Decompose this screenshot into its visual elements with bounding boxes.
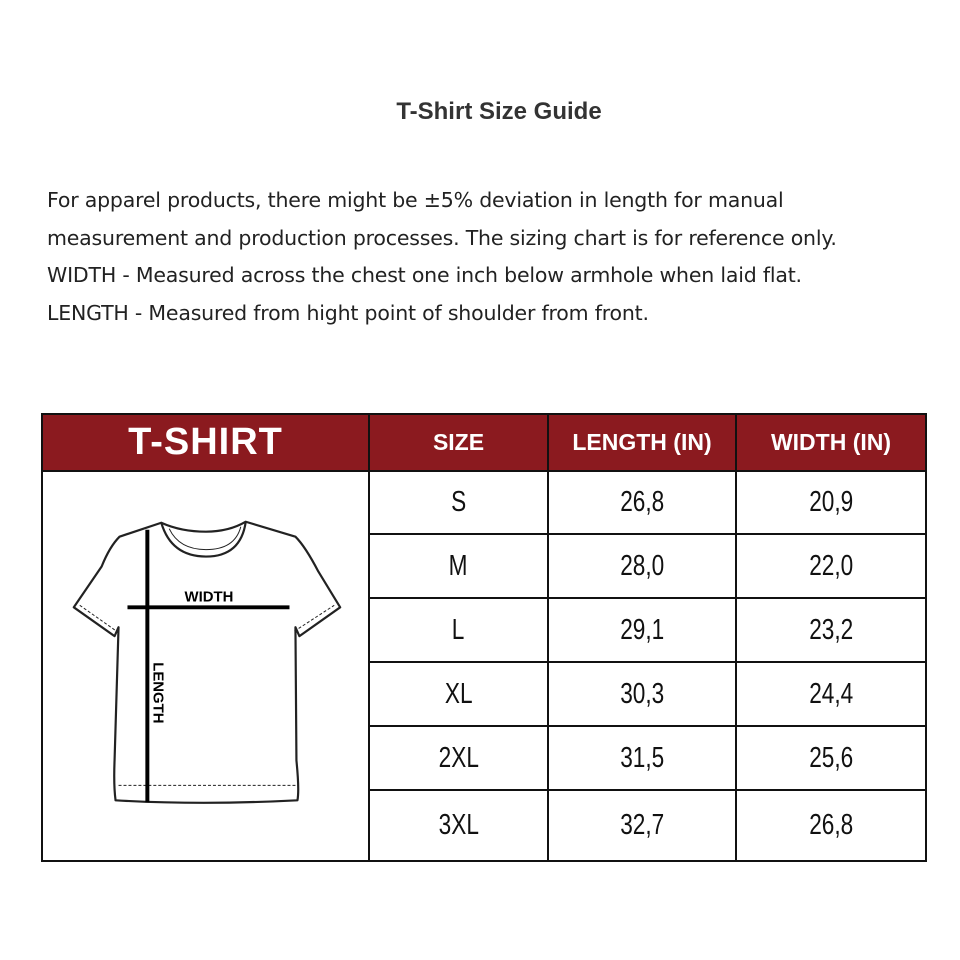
length-label: LENGTH xyxy=(149,662,165,723)
header-length: LENGTH (IN) xyxy=(547,413,737,472)
length-value: 31,5 xyxy=(619,741,665,774)
width-value: 24,4 xyxy=(808,677,854,710)
cell-length: 30,3 xyxy=(547,661,737,727)
cell-length: 26,8 xyxy=(547,470,737,535)
cell-size: XL xyxy=(368,661,549,727)
width-value: 26,8 xyxy=(808,809,854,841)
table-row: L 29,1 23,2 xyxy=(42,597,927,663)
cell-size: L xyxy=(368,597,549,663)
width-label: WIDTH xyxy=(185,589,234,605)
cell-size: M xyxy=(368,533,549,599)
table-row: XL 30,3 24,4 xyxy=(42,661,927,727)
cell-size: S xyxy=(368,470,549,535)
cell-width: 20,9 xyxy=(735,470,927,535)
cell-length: 31,5 xyxy=(547,725,737,791)
cell-length: 28,0 xyxy=(547,533,737,599)
table-header-row: T-SHIRT SIZE LENGTH (IN) WIDTH (IN) xyxy=(41,413,927,472)
cell-width: 25,6 xyxy=(735,725,927,791)
cell-width: 24,4 xyxy=(735,661,927,727)
length-value: 28,0 xyxy=(619,549,665,582)
width-value: 22,0 xyxy=(808,549,854,582)
intro-text: For apparel products, there might be ±5%… xyxy=(47,182,927,332)
length-value: 32,7 xyxy=(619,809,665,841)
size-value: L xyxy=(452,613,465,646)
size-value: 2XL xyxy=(438,741,479,774)
cell-size: 3XL xyxy=(368,789,549,862)
header-width: WIDTH (IN) xyxy=(735,413,927,472)
page-title: T-Shirt Size Guide xyxy=(396,98,602,125)
tshirt-diagram: WIDTH LENGTH xyxy=(41,470,370,862)
length-definition: LENGTH - Measured from hight point of sh… xyxy=(47,300,649,325)
length-value: 30,3 xyxy=(619,677,665,710)
table-row: M 28,0 22,0 xyxy=(42,533,927,599)
cell-size: 2XL xyxy=(368,725,549,791)
cell-length: 32,7 xyxy=(547,789,737,862)
cell-width: 22,0 xyxy=(735,533,927,599)
width-value: 25,6 xyxy=(808,741,854,774)
table-row: 2XL 31,5 25,6 xyxy=(42,725,927,791)
table-row: 3XL 32,7 26,8 xyxy=(42,789,927,862)
deviation-note: For apparel products, there might be ±5%… xyxy=(47,188,837,250)
width-definition: WIDTH - Measured across the chest one in… xyxy=(47,263,802,287)
tshirt-icon: WIDTH LENGTH xyxy=(72,520,342,804)
length-value: 29,1 xyxy=(619,613,665,646)
size-table: T-SHIRT SIZE LENGTH (IN) WIDTH (IN) WIDT… xyxy=(41,413,927,862)
table-row: WIDTH LENGTH S 26,8 20,9 xyxy=(41,470,927,862)
size-value: 3XL xyxy=(438,809,479,841)
size-value: XL xyxy=(444,677,473,710)
length-value: 26,8 xyxy=(619,486,665,518)
cell-length: 29,1 xyxy=(547,597,737,663)
width-value: 20,9 xyxy=(808,486,854,518)
cell-width: 23,2 xyxy=(735,597,927,663)
size-value: S xyxy=(450,486,467,518)
header-tshirt: T-SHIRT xyxy=(41,413,370,472)
width-value: 23,2 xyxy=(808,613,854,646)
cell-width: 26,8 xyxy=(735,789,927,862)
header-size: SIZE xyxy=(368,413,549,472)
size-value: M xyxy=(449,549,468,582)
